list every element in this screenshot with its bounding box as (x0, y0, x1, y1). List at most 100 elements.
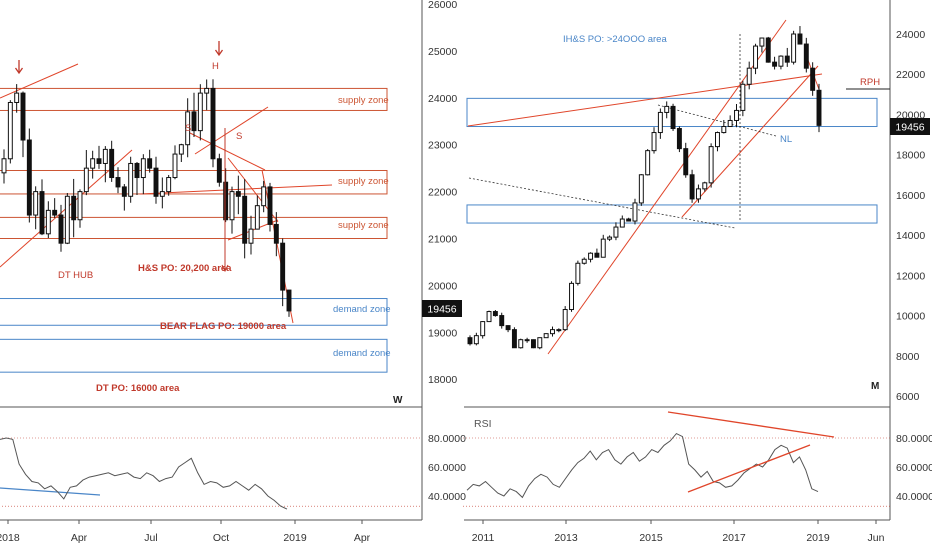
rsi-tick: 60.0000 (428, 462, 466, 474)
candle-body (619, 218, 625, 228)
candle-body (223, 181, 229, 221)
candle-body (267, 186, 273, 225)
candle-body (134, 162, 140, 179)
candle-body (83, 167, 89, 193)
monthly-time-tick: 2019 (806, 532, 830, 544)
candle-body (254, 205, 260, 230)
candle-body (715, 132, 720, 148)
candle-body (594, 252, 600, 258)
candle-body (524, 339, 530, 342)
monthly-price-badge: 19456 (890, 118, 930, 135)
arrow-down-icon (214, 41, 224, 57)
candle-body (676, 128, 682, 150)
weekly-time-tick: 2018 (0, 532, 20, 544)
weekly-price-tick: 25000 (428, 46, 457, 58)
rsi-tick: 40.0000 (428, 491, 466, 503)
candle-body (20, 92, 26, 141)
arrow-down-icon (14, 60, 24, 75)
candle-body (14, 92, 20, 103)
trendline (681, 65, 819, 218)
monthly-price-tick: 16000 (896, 190, 925, 202)
candle-body (128, 162, 134, 197)
candle-body (569, 282, 574, 311)
candle-body (810, 67, 816, 91)
monthly-time-tick: Jun (868, 532, 885, 544)
weekly-time-tick: Apr (71, 532, 88, 544)
candle-body (645, 150, 651, 176)
rsi-line (0, 437, 288, 510)
zone-demand-4 (0, 298, 388, 326)
candle-body (651, 132, 657, 152)
weekly-price-tick: 26000 (428, 0, 457, 11)
candle-body (52, 209, 58, 216)
weekly-time-tick: Apr (354, 532, 371, 544)
candle-body (96, 158, 102, 164)
zone-label-supply-2: supply zone (338, 176, 389, 187)
trendline (189, 132, 266, 171)
rsi-tick: 60.0000 (896, 462, 932, 474)
rsi-trendline (667, 411, 835, 438)
candle-body (708, 146, 714, 184)
candle-body (530, 339, 536, 349)
candle-body (261, 186, 267, 207)
zone-label-supply-1: supply zone (338, 95, 389, 106)
candle-body (778, 55, 784, 67)
candle-body (147, 158, 153, 169)
monthly-price-badge-text: 19456 (895, 122, 924, 134)
candle-body (657, 111, 663, 134)
monthly-time-tick: 2013 (554, 532, 578, 544)
candle-body (242, 195, 248, 244)
candle-body (178, 144, 184, 155)
trendline (139, 184, 333, 195)
rsi-tick: 40.0000 (896, 491, 932, 503)
left-shoulder-label: S (185, 123, 191, 134)
monthly-price-tick: 14000 (896, 230, 925, 242)
monthly-price-tick: 12000 (896, 270, 925, 282)
candle-body (280, 242, 286, 291)
candle-body (45, 209, 51, 235)
candle-body (588, 252, 594, 260)
weekly-price-tick: 18000 (428, 374, 457, 386)
zone-label-supply-3: supply zone (338, 220, 389, 231)
candle-body (115, 177, 121, 188)
candle-body (121, 186, 127, 197)
monthly-price-tick: 6000 (896, 391, 920, 403)
dt-hub-label: DT HUB (58, 270, 93, 281)
head-label: H (212, 61, 219, 72)
candle-body (153, 167, 159, 197)
candle-body (740, 83, 746, 111)
weekly-price-badge: 19456 (422, 300, 462, 317)
trendline (0, 63, 79, 99)
monthly-price-tick: 22000 (896, 69, 925, 81)
monthly-time-tick: 2017 (722, 532, 746, 544)
candle-body (759, 37, 765, 47)
right-rsi-panel: 80.0000 60.0000 40.0000 (463, 411, 932, 507)
right-trendlines (467, 19, 823, 355)
zone-supply-2 (0, 169, 388, 195)
candle-body (58, 214, 64, 244)
candle-body (664, 105, 670, 113)
candle-body (172, 153, 178, 179)
candle-body (505, 325, 511, 331)
zone-demand-5 (0, 338, 388, 373)
candle-body (480, 321, 486, 337)
rsi-label: RSI (474, 418, 492, 430)
left-price-axis: 26000 25000 24000 23000 22000 21000 20000 19000… (428, 0, 457, 386)
candle-body (581, 258, 587, 264)
candle-body (562, 309, 568, 331)
candle-body (197, 92, 203, 132)
zone-supply-3 (0, 216, 388, 240)
right-candles (467, 26, 822, 350)
rsi-tick: 80.0000 (428, 433, 466, 445)
candle-body (537, 337, 543, 349)
rsi-trendline (687, 444, 811, 493)
candle-body (77, 191, 83, 221)
candle-body (467, 337, 473, 345)
left-rsi-panel: 80.0000 60.0000 40.0000 (0, 433, 466, 510)
candle-body (33, 191, 39, 216)
candle-body (556, 329, 562, 332)
ihs-po-label: IH&S PO: >24OOO area (563, 34, 667, 45)
hs-target-arrow-icon (221, 128, 229, 273)
candle-body (273, 223, 279, 244)
